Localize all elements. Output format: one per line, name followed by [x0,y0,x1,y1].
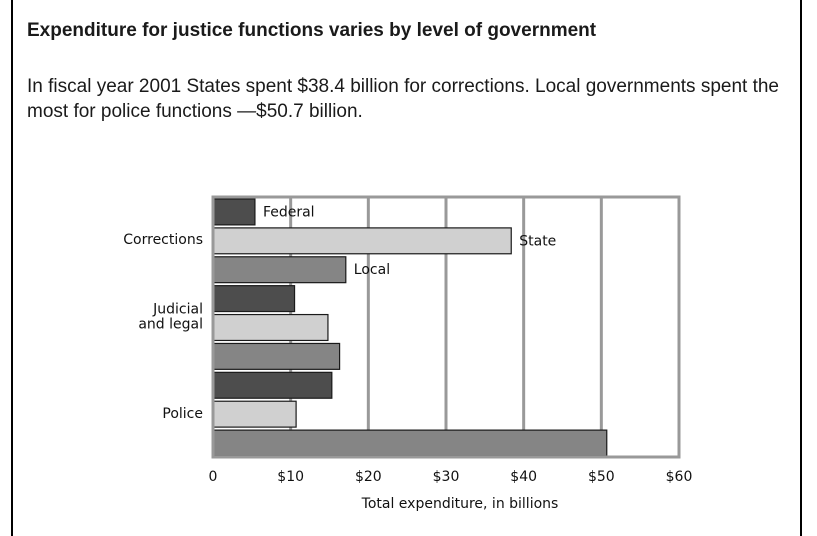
x-tick-label: $50 [588,469,615,485]
series-label-federal: Federal [263,204,315,220]
x-tick-label: $30 [433,469,460,485]
figure-frame [11,0,802,536]
series-label-state: State [519,233,556,249]
bars [212,198,608,457]
x-tick-label: 0 [209,469,218,485]
series-labels: Federal State Local [263,204,556,278]
bar-local [212,342,341,370]
bar-local [212,256,347,284]
bar-local [212,429,608,457]
bar-federal [212,371,333,399]
category-label: Judicial [152,302,203,318]
bar-state [212,313,329,342]
plot-area-frame [211,195,681,459]
chart-title: Expenditure for justice functions varies… [27,20,597,41]
category-label: Corrections [123,232,203,248]
x-tick-label: $60 [666,469,693,485]
bar-state [212,227,512,255]
x-axis-label: Total expenditure, in billions [361,496,559,512]
series-label-local: Local [354,262,390,278]
chart-subtitle: In fiscal year 2001 States spent $38.4 b… [27,76,779,122]
x-axis-ticks: 0 $10 $20 $30 $40 $50 $60 [209,469,693,485]
x-tick-label: $20 [355,469,382,485]
x-tick-label: $10 [277,469,304,485]
category-label: and legal [138,317,203,333]
bar-state [212,400,297,428]
bar-federal [212,198,256,226]
x-tick-label: $40 [510,469,537,485]
category-label: Police [162,406,203,422]
bar-federal [212,285,296,313]
